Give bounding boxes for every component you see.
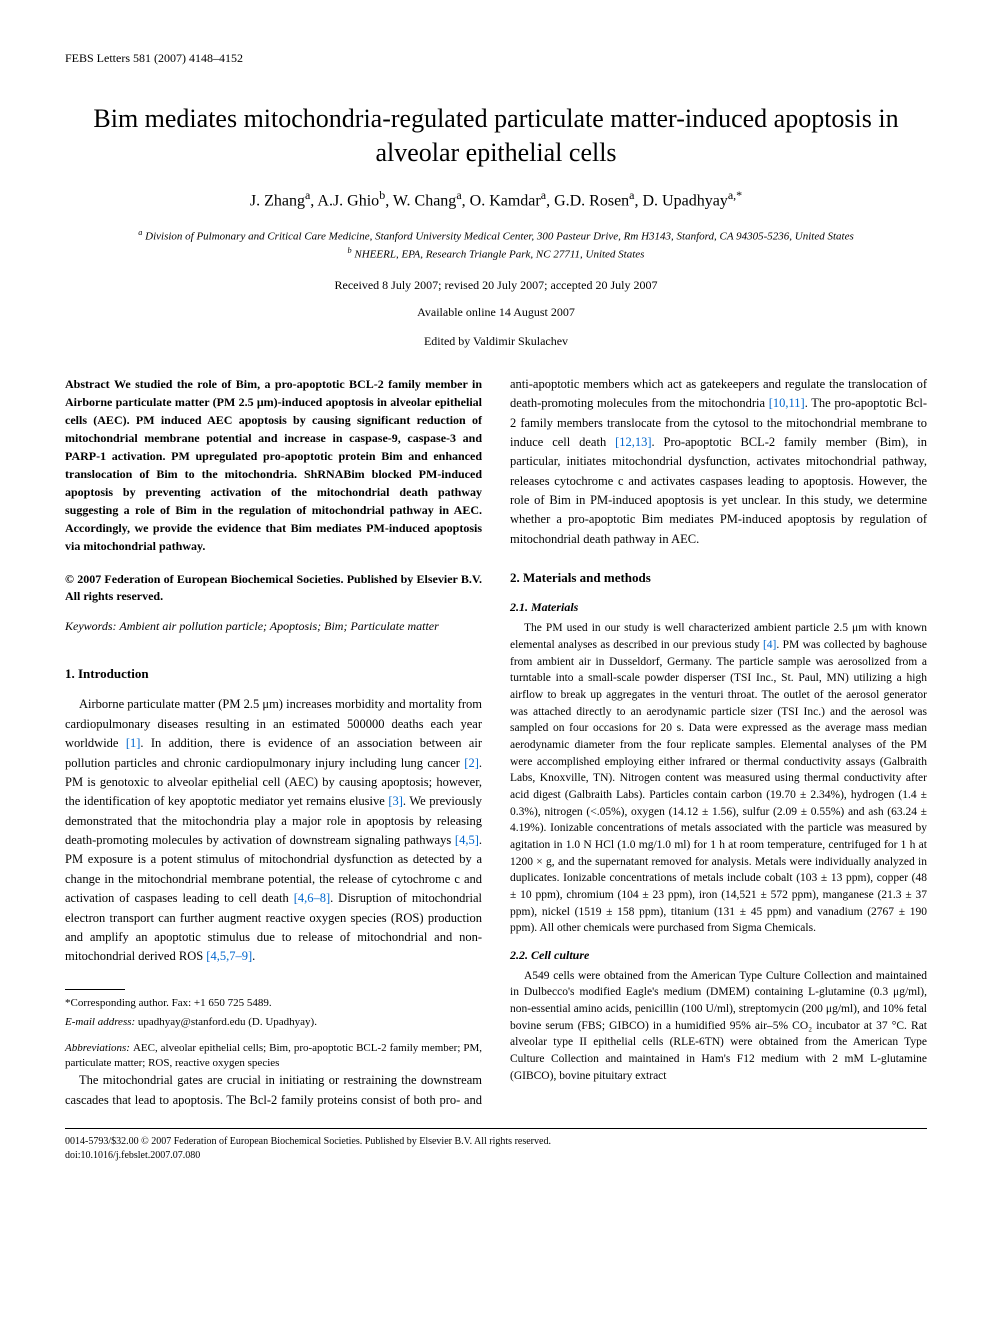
cell-culture-text: A549 cells were obtained from the Americ… xyxy=(510,968,927,1085)
page-footer-doi: doi:10.1016/j.febslet.2007.07.080 xyxy=(65,1149,927,1163)
submission-dates: Received 8 July 2007; revised 20 July 20… xyxy=(65,277,927,294)
subsection-22-heading: 2.2. Cell culture xyxy=(510,947,927,964)
email-address: upadhyay@stanford.edu (D. Upadhyay). xyxy=(138,1016,317,1028)
section-1-heading: 1. Introduction xyxy=(65,665,482,683)
article-body: Abstract We studied the role of Bim, a p… xyxy=(65,375,927,1110)
abbreviations-footnote: Abbreviations: AEC, alveolar epithelial … xyxy=(65,1041,482,1072)
footnote-divider xyxy=(65,989,125,990)
email-label: E-mail address: xyxy=(65,1016,135,1028)
editor-line: Edited by Valdimir Skulachev xyxy=(65,333,927,350)
abstract-copyright: © 2007 Federation of European Biochemica… xyxy=(65,571,482,605)
page-footer-copyright: 0014-5793/$32.00 © 2007 Federation of Eu… xyxy=(65,1135,927,1149)
abbreviations-label: Abbreviations: xyxy=(65,1042,130,1054)
keywords-label: Keywords: xyxy=(65,619,117,633)
affiliation-a: a Division of Pulmonary and Critical Car… xyxy=(65,227,927,245)
available-online-date: Available online 14 August 2007 xyxy=(65,304,927,321)
authors-list: J. Zhanga, A.J. Ghiob, W. Changa, O. Kam… xyxy=(65,187,927,213)
materials-text: The PM used in our study is well charact… xyxy=(510,620,927,937)
section-2-heading: 2. Materials and methods xyxy=(510,569,927,587)
intro-paragraph-1: Airborne particulate matter (PM 2.5 μm) … xyxy=(65,695,482,966)
article-title: Bim mediates mitochondria-regulated part… xyxy=(65,102,927,170)
affiliation-b: b NHEERL, EPA, Research Triangle Park, N… xyxy=(65,245,927,263)
subsection-21-heading: 2.1. Materials xyxy=(510,599,927,616)
abstract-label: Abstract xyxy=(65,377,110,391)
corresponding-author-footnote: *Corresponding author. Fax: +1 650 725 5… xyxy=(65,996,482,1012)
abstract: Abstract We studied the role of Bim, a p… xyxy=(65,375,482,555)
email-footnote: E-mail address: upadhyay@stanford.edu (D… xyxy=(65,1015,482,1031)
keywords: Keywords: Ambient air pollution particle… xyxy=(65,618,482,635)
keywords-text: Ambient air pollution particle; Apoptosi… xyxy=(119,619,438,633)
abstract-text: We studied the role of Bim, a pro-apopto… xyxy=(65,377,482,553)
journal-header: FEBS Letters 581 (2007) 4148–4152 xyxy=(65,50,927,67)
page-footer-rule xyxy=(65,1128,927,1129)
affiliations: a Division of Pulmonary and Critical Car… xyxy=(65,227,927,263)
